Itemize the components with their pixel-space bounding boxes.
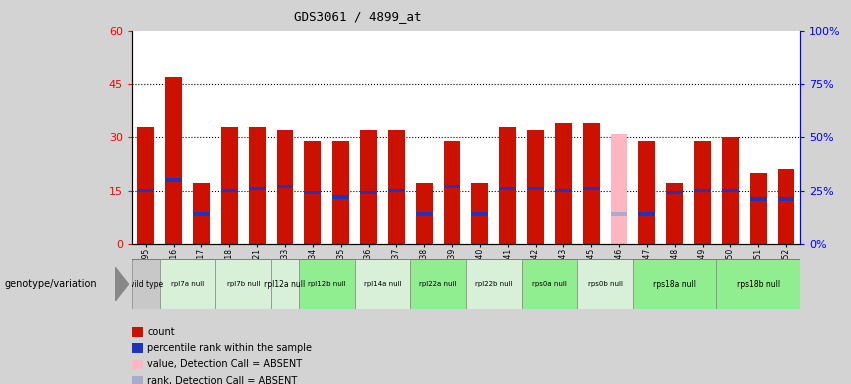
Bar	[215, 259, 271, 309]
Text: rank, Detection Call = ABSENT: rank, Detection Call = ABSENT	[147, 376, 298, 384]
Bar	[248, 127, 266, 244]
Bar	[160, 259, 215, 309]
Bar	[500, 187, 516, 190]
Polygon shape	[115, 267, 129, 301]
Text: rpl14a null: rpl14a null	[363, 281, 401, 287]
Bar	[443, 141, 460, 244]
Bar	[722, 137, 739, 244]
Bar	[277, 130, 294, 244]
Bar	[583, 187, 599, 190]
Bar	[138, 127, 154, 244]
Bar	[332, 195, 349, 199]
Text: rpl7a null: rpl7a null	[171, 281, 204, 287]
Bar	[577, 259, 633, 309]
Bar	[443, 185, 460, 188]
Bar	[193, 212, 210, 216]
Bar	[416, 212, 432, 216]
Bar	[138, 189, 154, 192]
Bar	[221, 189, 237, 192]
Bar	[165, 178, 182, 182]
Bar	[611, 212, 627, 216]
Bar	[355, 259, 410, 309]
Bar	[466, 259, 522, 309]
Text: percentile rank within the sample: percentile rank within the sample	[147, 343, 312, 353]
Text: rps18b null: rps18b null	[737, 280, 780, 289]
Bar	[750, 197, 767, 201]
Bar	[332, 141, 349, 244]
Text: rpl12a null: rpl12a null	[265, 280, 306, 289]
Text: GDS3061 / 4899_at: GDS3061 / 4899_at	[294, 10, 421, 23]
Text: rpl22a null: rpl22a null	[420, 281, 457, 287]
Bar	[722, 189, 739, 192]
Bar	[638, 212, 655, 216]
Bar	[360, 191, 377, 194]
Text: value, Detection Call = ABSENT: value, Detection Call = ABSENT	[147, 359, 302, 369]
Bar	[638, 141, 655, 244]
Text: count: count	[147, 327, 174, 337]
Bar	[778, 197, 794, 201]
Bar	[527, 187, 544, 190]
Bar	[555, 123, 572, 244]
Bar	[410, 259, 466, 309]
Bar	[277, 185, 294, 188]
Bar	[132, 259, 160, 309]
Bar	[165, 77, 182, 244]
Text: rpl22b null: rpl22b null	[475, 281, 512, 287]
Bar	[583, 123, 599, 244]
Bar	[717, 259, 800, 309]
Bar	[471, 184, 488, 244]
Bar	[248, 187, 266, 190]
Bar	[416, 184, 432, 244]
Bar	[694, 189, 711, 192]
Bar	[360, 130, 377, 244]
Bar	[522, 259, 577, 309]
Text: rpl12b null: rpl12b null	[308, 281, 346, 287]
Bar	[666, 191, 683, 194]
Bar	[666, 184, 683, 244]
Text: rps18a null: rps18a null	[654, 280, 696, 289]
Bar	[471, 212, 488, 216]
Bar	[778, 169, 794, 244]
Bar	[611, 134, 627, 244]
Bar	[500, 127, 516, 244]
Bar	[221, 127, 237, 244]
Bar	[633, 259, 717, 309]
Bar	[388, 189, 405, 192]
Bar	[305, 141, 321, 244]
Text: rps0a null: rps0a null	[532, 281, 567, 287]
Bar	[271, 259, 299, 309]
Bar	[527, 130, 544, 244]
Bar	[750, 173, 767, 244]
Text: rps0b null: rps0b null	[587, 281, 623, 287]
Bar	[299, 259, 355, 309]
Text: rpl7b null: rpl7b null	[226, 281, 260, 287]
Bar	[555, 189, 572, 192]
Text: wild type: wild type	[129, 280, 163, 289]
Bar	[388, 130, 405, 244]
Bar	[305, 191, 321, 194]
Text: genotype/variation: genotype/variation	[4, 279, 97, 289]
Bar	[694, 141, 711, 244]
Bar	[193, 184, 210, 244]
